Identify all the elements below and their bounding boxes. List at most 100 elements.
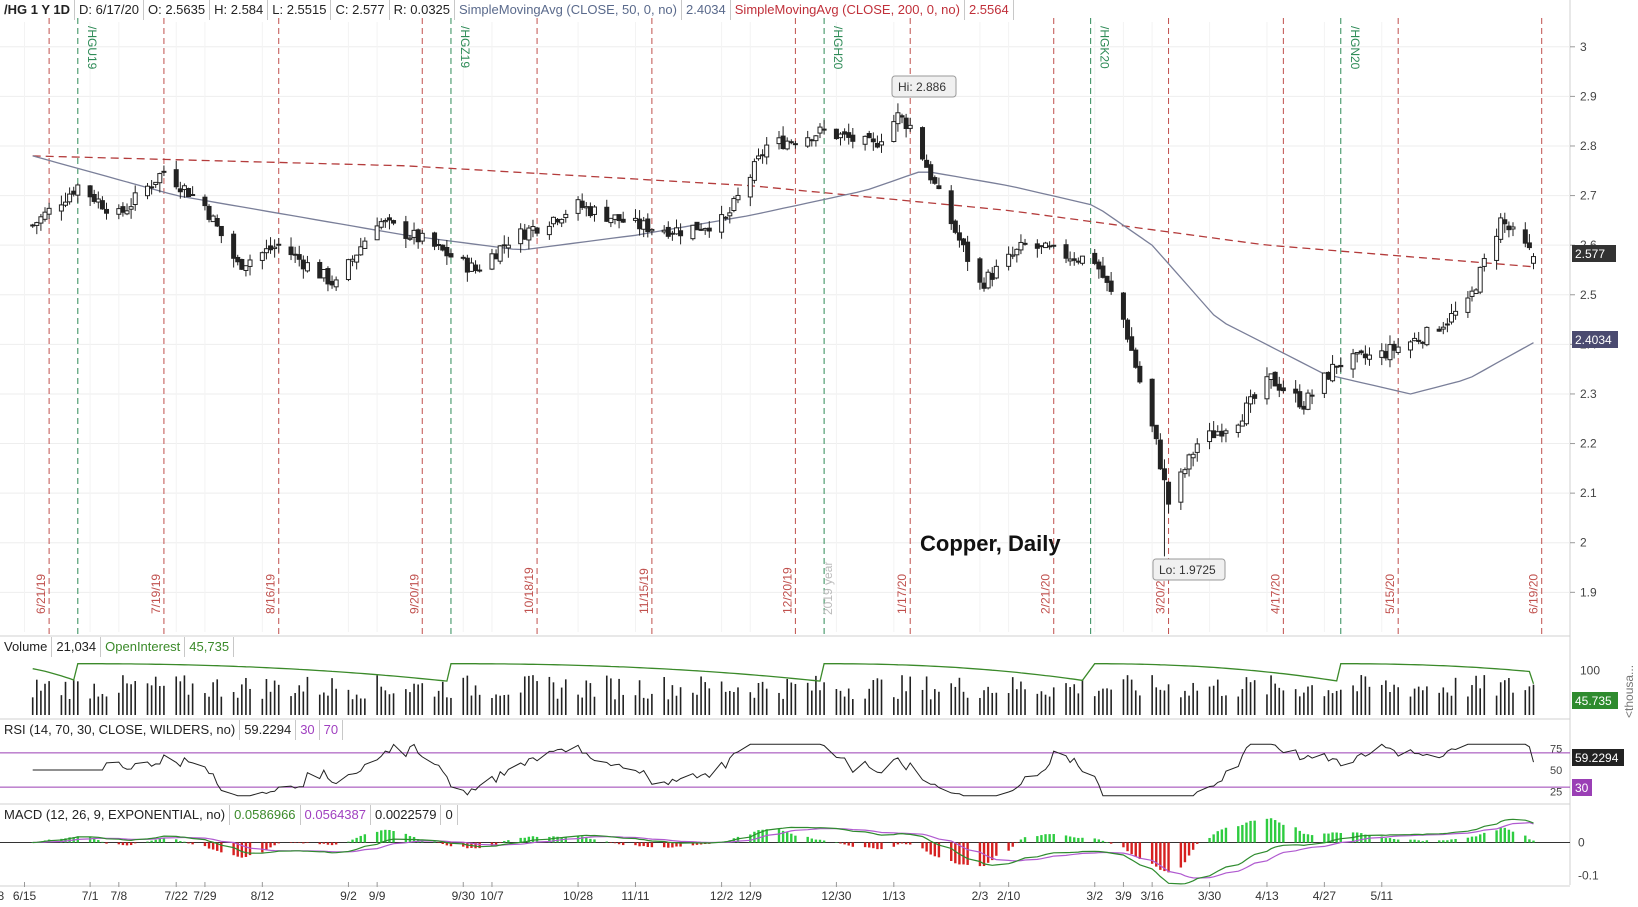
expiration-label: 12/20/19: [780, 567, 794, 614]
candle-body: [838, 133, 844, 139]
volume-study-label[interactable]: Volume: [0, 637, 53, 657]
candle-body: [444, 247, 450, 257]
candle-body: [1047, 245, 1053, 248]
macd-histogram-bar: [449, 842, 453, 847]
candle-body: [1280, 387, 1286, 392]
macd-histogram-bar: [1466, 837, 1470, 843]
candle-body: [378, 221, 384, 228]
candle-body: [1268, 373, 1274, 381]
oi-study-label[interactable]: OpenInterest: [101, 637, 186, 657]
candle-body: [1092, 252, 1098, 264]
macd-histogram-bar: [531, 836, 535, 843]
candle-body: [1067, 258, 1073, 262]
macd-histogram-bar: [240, 842, 244, 858]
price-tick-label: 2.2: [1580, 437, 1597, 451]
macd-histogram-bar: [691, 842, 695, 846]
expiration-label: 6/21/19: [34, 574, 48, 614]
sma50-study-value: 2.4034: [682, 0, 731, 20]
expiration-label: 8/16/19: [264, 574, 278, 614]
candle-body: [530, 226, 536, 231]
candle-body: [805, 137, 811, 147]
candle-body: [206, 205, 212, 220]
macd-histogram-bar: [519, 837, 522, 843]
macd-histogram-bar: [60, 838, 63, 843]
candle-body: [1100, 265, 1106, 278]
candle-body: [928, 164, 934, 181]
macd-histogram-bar: [995, 842, 998, 856]
macd-histogram-bar: [1212, 834, 1215, 843]
candle-body: [612, 214, 618, 220]
macd-histogram-bar: [1097, 839, 1101, 843]
date-label: D: 6/17/20: [75, 0, 144, 20]
candle-body: [468, 262, 474, 272]
macd-histogram-bar: [1470, 836, 1474, 843]
candle-body: [1248, 396, 1254, 405]
macd-histogram-bar: [64, 838, 67, 843]
sma200-study-label[interactable]: SimpleMovingAvg (CLOSE, 200, 0, no): [731, 0, 965, 20]
macd-histogram-bar: [1442, 840, 1445, 843]
macd-histogram-bar: [675, 842, 678, 847]
candle-body: [620, 218, 626, 223]
macd-histogram-bar: [273, 842, 276, 846]
macd-histogram-bar: [1273, 820, 1277, 843]
macd-histogram-bar: [105, 842, 108, 844]
macd-histogram-bar: [929, 842, 932, 855]
macd-histogram-bar: [326, 842, 330, 845]
sma50-study-label[interactable]: SimpleMovingAvg (CLOSE, 50, 0, no): [455, 0, 682, 20]
candle-body: [760, 154, 766, 157]
candle-body: [1108, 280, 1114, 292]
candle-body: [1149, 378, 1155, 427]
macd-histogram-bar: [351, 839, 354, 843]
macd-histogram-bar: [822, 840, 826, 843]
rsi-study-label[interactable]: RSI (14, 70, 30, CLOSE, WILDERS, no): [0, 720, 241, 740]
macd-histogram-bar: [1269, 818, 1273, 843]
candle-body: [1338, 364, 1344, 368]
macd-study-label[interactable]: MACD (12, 26, 9, EXPONENTIAL, no): [0, 805, 231, 825]
symbol-label[interactable]: /HG 1 Y 1D: [0, 0, 75, 20]
candle-body: [764, 144, 770, 158]
expiration-label: 5/15/20: [1383, 574, 1397, 614]
macd-histogram-bar: [121, 842, 125, 846]
macd-histogram-bar: [162, 837, 166, 843]
macd-pane: 0 -0.1: [0, 818, 1599, 885]
candle-body: [153, 181, 159, 185]
macd-histogram-bar: [662, 842, 666, 848]
macd-histogram-bar: [978, 842, 982, 867]
price-badge-bg: [1572, 245, 1616, 262]
candle-body: [661, 229, 667, 233]
date-tick-label: 7/22: [165, 889, 189, 903]
macd-histogram-bar: [1360, 833, 1363, 843]
macd-histogram-bar: [1187, 842, 1191, 856]
macd-histogram-bar: [462, 842, 465, 847]
macd-histogram-bar: [392, 831, 395, 843]
candle-body: [1223, 430, 1229, 434]
macd-histogram-bar: [1150, 842, 1154, 864]
date-tick-label: 4/13: [1255, 889, 1279, 903]
macd-histogram-bar: [347, 841, 350, 843]
chart-title: Copper, Daily: [920, 531, 1061, 556]
candle-body: [719, 214, 725, 233]
hi-callout-text: Hi: 2.886: [898, 80, 946, 94]
macd-histogram-bar: [1380, 836, 1383, 843]
macd-histogram-bar: [593, 839, 596, 843]
candle-body: [263, 248, 269, 254]
candle-body: [1522, 229, 1528, 244]
expiration-label: 1/17/20: [895, 574, 909, 614]
candle-body: [288, 246, 294, 256]
macd-histogram-bar: [125, 842, 129, 846]
candle-body: [1448, 313, 1454, 323]
macd-histogram-bar: [671, 842, 674, 848]
expiration-label: 6/19/20: [1527, 574, 1541, 614]
macd-histogram-bar: [794, 835, 797, 843]
candle-body: [1330, 363, 1336, 382]
candle-body: [587, 206, 593, 217]
candle-body: [325, 268, 331, 285]
macd-histogram-bar: [1134, 842, 1137, 857]
macd-histogram-bar: [1044, 834, 1047, 843]
candle-body: [993, 265, 999, 279]
candle-body: [432, 232, 438, 247]
macd-histogram-bar: [220, 842, 223, 853]
macd-histogram-bar: [203, 842, 207, 847]
candle-body: [71, 190, 77, 195]
